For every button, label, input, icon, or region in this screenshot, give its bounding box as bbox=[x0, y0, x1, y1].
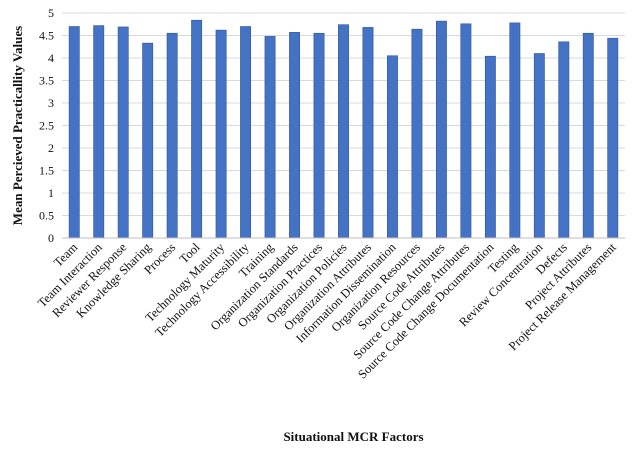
bar bbox=[240, 26, 252, 239]
bar bbox=[215, 29, 227, 239]
bar bbox=[484, 55, 496, 239]
y-tick-label: 0.5 bbox=[39, 209, 54, 223]
bar bbox=[142, 42, 154, 239]
bar bbox=[362, 27, 374, 239]
y-tick-label: 3 bbox=[48, 96, 54, 110]
bar bbox=[533, 53, 545, 239]
x-axis-title: Situational MCR Factors bbox=[283, 429, 423, 444]
y-axis-title: Mean Percieved Practicallity Values bbox=[10, 26, 25, 225]
bar bbox=[607, 37, 619, 239]
bar bbox=[435, 20, 447, 239]
bar bbox=[338, 24, 349, 239]
bar bbox=[289, 32, 300, 239]
bar bbox=[93, 25, 105, 239]
bar bbox=[509, 22, 521, 239]
bar bbox=[411, 28, 423, 239]
y-tick-label: 4.5 bbox=[39, 29, 54, 43]
y-tick-label: 1 bbox=[48, 186, 54, 200]
bar bbox=[582, 32, 594, 239]
y-axis-ticks: 0 0.5 1 1.5 2 2.5 3 3.5 4 4.5 5 bbox=[39, 6, 54, 245]
bar bbox=[117, 26, 129, 239]
bar bbox=[264, 36, 276, 239]
y-tick-label: 1.5 bbox=[39, 164, 54, 178]
bar bbox=[558, 41, 570, 239]
y-tick-label: 2.5 bbox=[39, 119, 54, 133]
y-tick-label: 3.5 bbox=[39, 74, 54, 88]
bar-layer bbox=[68, 19, 619, 239]
y-tick-label: 0 bbox=[48, 231, 54, 245]
y-tick-label: 2 bbox=[48, 141, 54, 155]
bar bbox=[387, 55, 398, 239]
bar bbox=[191, 19, 203, 239]
bar bbox=[166, 32, 178, 239]
bar bbox=[313, 32, 325, 239]
bar bbox=[460, 23, 472, 239]
y-tick-label: 4 bbox=[48, 51, 54, 65]
y-tick-label: 5 bbox=[48, 6, 54, 20]
bar bbox=[68, 26, 80, 239]
